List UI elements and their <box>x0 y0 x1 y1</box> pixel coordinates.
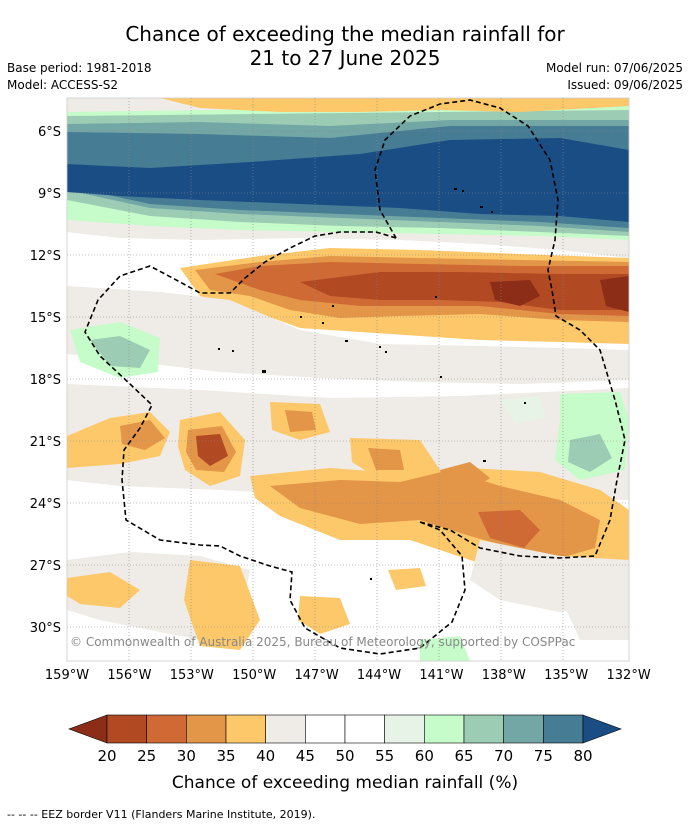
colorbar-swatch <box>265 714 306 744</box>
lon-label: 144°W <box>357 668 401 683</box>
colorbar-swatch <box>305 714 346 744</box>
lon-label: 141°W <box>419 668 463 683</box>
longitude-labels: 159°W 156°W 153°W 150°W 147°W 144°W 141°W 138°W… <box>45 668 651 683</box>
copyright-text: © Commonwealth of Australia 2025, Bureau… <box>70 635 575 649</box>
colorbar-tick-label: 30 <box>177 747 196 765</box>
colorbar-swatch <box>146 714 187 744</box>
colorbar-tick-label: 80 <box>573 747 592 765</box>
lat-label: 15°S <box>30 311 61 326</box>
map-field: © Commonwealth of Australia 2025, Bureau… <box>67 98 629 661</box>
colorbar-swatch <box>225 714 266 744</box>
colorbar <box>68 714 622 744</box>
lat-label: 6°S <box>38 125 61 140</box>
lon-label: 147°W <box>295 668 339 683</box>
colorbar-ticks: 20 25 30 35 40 45 50 55 60 65 70 75 80 <box>97 747 592 765</box>
title-line-1: Chance of exceeding the median rainfall … <box>125 22 565 46</box>
latitude-labels: 6°S 9°S 12°S 15°S 18°S 21°S 24°S 27°S 30°S <box>30 125 61 636</box>
meta-left: Base period: 1981-2018 Model: ACCESS-S2 <box>7 60 152 94</box>
islands <box>218 188 526 580</box>
colorbar-tick-label: 45 <box>296 747 315 765</box>
lon-label: 132°W <box>607 668 651 683</box>
colorbar-tick-label: 55 <box>375 747 394 765</box>
colorbar-swatch <box>463 714 504 744</box>
lon-label: 138°W <box>482 668 526 683</box>
lon-label: 153°W <box>170 668 214 683</box>
colorbar-arrow-low <box>68 714 108 744</box>
lat-label: 27°S <box>30 559 61 574</box>
model-run-text: Model run: 07/06/2025 <box>545 61 683 75</box>
colorbar-swatch <box>186 714 227 744</box>
colorbar-tick-label: 65 <box>454 747 473 765</box>
colorbar-tick-label: 25 <box>137 747 156 765</box>
base-period-text: Base period: 1981-2018 <box>7 61 152 75</box>
lat-label: 30°S <box>30 621 61 636</box>
issued-text: Issued: 09/06/2025 <box>567 78 683 92</box>
lat-label: 24°S <box>30 497 61 512</box>
chart-title: Chance of exceeding the median rainfall … <box>0 22 690 70</box>
colorbar-swatch <box>543 714 584 744</box>
colorbar-tick-label: 40 <box>256 747 275 765</box>
lat-label: 9°S <box>38 187 61 202</box>
colorbar-swatch <box>384 714 425 744</box>
colorbar-tick-label: 35 <box>216 747 235 765</box>
model-text: Model: ACCESS-S2 <box>7 78 119 92</box>
eez-footnote: -- -- -- EEZ border V11 (Flanders Marine… <box>7 808 316 821</box>
title-line-2: 21 to 27 June 2025 <box>249 46 441 70</box>
colorbar-label: Chance of exceeding median rainfall (%) <box>172 773 518 793</box>
colorbar-swatch <box>503 714 544 744</box>
colorbar-tick-label: 20 <box>97 747 116 765</box>
colorbar-tick-label: 70 <box>494 747 513 765</box>
colorbar-swatch <box>106 714 147 744</box>
colorbar-tick-label: 60 <box>415 747 434 765</box>
colorbar-swatch <box>424 714 465 744</box>
colorbar-tick-label: 50 <box>335 747 354 765</box>
lon-label: 150°W <box>232 668 276 683</box>
lat-label: 12°S <box>30 249 61 264</box>
lon-label: 156°W <box>107 668 151 683</box>
colorbar-swatch <box>344 714 385 744</box>
eez-border <box>84 99 626 655</box>
lon-label: 135°W <box>544 668 588 683</box>
lat-label: 18°S <box>30 373 61 388</box>
colorbar-tick-label: 75 <box>534 747 553 765</box>
lat-label: 21°S <box>30 435 61 450</box>
meta-right: Model run: 07/06/2025 Issued: 09/06/2025 <box>546 60 683 94</box>
colorbar-arrow-high <box>582 714 622 744</box>
lon-label: 159°W <box>45 668 89 683</box>
